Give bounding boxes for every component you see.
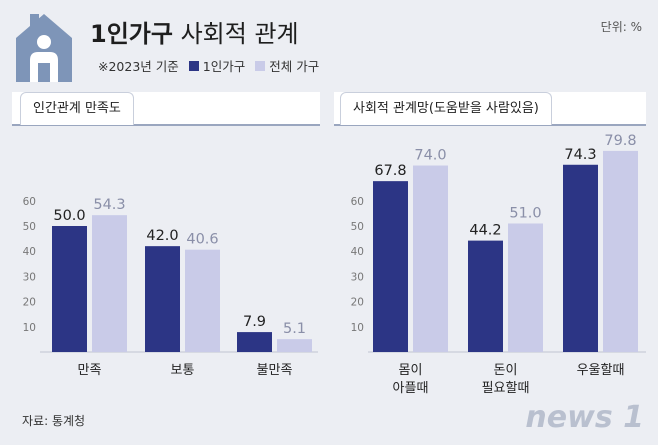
title-rest: 사회적 관계 — [180, 20, 299, 48]
category-label: 보통 — [171, 363, 195, 378]
right-panel-title: 사회적 관계망(도움받을 사람있음) — [340, 92, 552, 125]
legend-swatch-all — [255, 60, 266, 71]
y-tick-label: 20 — [351, 297, 364, 309]
category-label: 불만족 — [257, 363, 293, 378]
y-tick-label: 60 — [23, 196, 36, 208]
data-label: 79.8 — [604, 133, 636, 149]
bar-single — [563, 164, 598, 352]
news1-logo: news 1 — [525, 400, 644, 435]
data-label: 44.2 — [469, 223, 501, 239]
data-label: 74.0 — [414, 148, 446, 164]
legend-item-all: 전체 가구 — [255, 56, 319, 75]
bar-all — [508, 223, 543, 352]
left-panel-header: 인간관계 만족도 — [12, 92, 320, 126]
left-bar-chart: 10 20 30 40 50 60 50.0 54.3 만족 42.0 40.6 보통 7.9 5.1 불만… — [23, 196, 318, 378]
data-label: 7.9 — [243, 314, 266, 330]
category-label: 돈이 — [494, 363, 518, 378]
bar-all — [413, 165, 448, 352]
data-label: 54.3 — [93, 197, 125, 213]
legend-label-single: 1인가구 — [202, 59, 246, 74]
data-label: 50.0 — [53, 208, 85, 224]
data-label: 51.0 — [509, 205, 541, 221]
data-label: 42.0 — [146, 228, 178, 244]
bar-single — [145, 246, 180, 352]
bar-single — [468, 240, 503, 352]
date-note: ※2023년 기준 — [98, 59, 179, 74]
y-tick-label: 30 — [23, 271, 36, 283]
house-person-icon — [16, 14, 72, 82]
legend: ※2023년 기준 1인가구 전체 가구 — [98, 56, 319, 75]
y-tick-label: 50 — [351, 221, 364, 233]
bar-all — [603, 150, 638, 352]
legend-item-single: 1인가구 — [188, 56, 246, 75]
title-bold: 1인가구 — [90, 20, 173, 48]
bar-single — [373, 181, 408, 352]
source-note: 자료: 통계청 — [22, 414, 86, 428]
data-label: 5.1 — [283, 321, 306, 337]
legend-swatch-single — [188, 60, 199, 71]
y-tick-label: 30 — [351, 271, 364, 283]
data-label: 74.3 — [564, 147, 596, 163]
category-label: 아플때 — [393, 381, 429, 396]
y-tick-label: 40 — [351, 246, 364, 258]
category-label: 만족 — [78, 363, 102, 378]
y-tick-label: 20 — [23, 297, 36, 309]
right-panel-header: 사회적 관계망(도움받을 사람있음) — [334, 92, 646, 126]
category-label: 우울할때 — [577, 363, 625, 378]
y-tick-label: 50 — [23, 221, 36, 233]
bar-all — [92, 215, 127, 352]
y-tick-label: 60 — [351, 196, 364, 208]
bar-all — [185, 249, 220, 352]
data-label: 40.6 — [186, 232, 218, 248]
y-tick-label: 10 — [351, 322, 364, 334]
bar-all — [277, 339, 312, 352]
page-title: 1인가구 사회적 관계 — [90, 14, 299, 49]
category-label: 몸이 — [399, 363, 423, 378]
category-label: 필요할때 — [482, 381, 530, 396]
left-panel-title: 인간관계 만족도 — [20, 92, 134, 125]
bar-single — [237, 332, 272, 352]
legend-label-all: 전체 가구 — [269, 59, 320, 74]
y-tick-label: 10 — [23, 322, 36, 334]
data-label: 67.8 — [374, 163, 406, 179]
bar-single — [52, 226, 87, 352]
y-tick-label: 40 — [23, 246, 36, 258]
unit-label: 단위: % — [600, 20, 642, 34]
